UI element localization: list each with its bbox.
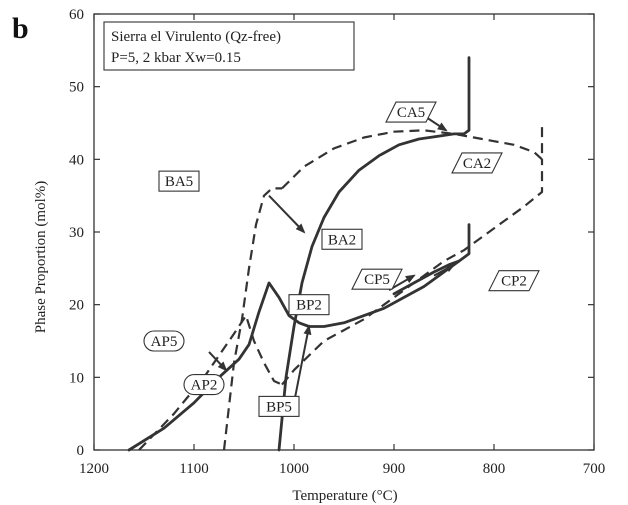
- y-tick-label: 50: [69, 80, 84, 96]
- arrow: [209, 352, 226, 370]
- label-text: AP5: [151, 334, 178, 350]
- y-tick-label: 20: [69, 298, 84, 314]
- arrows: [209, 116, 454, 403]
- y-tick-label: 60: [69, 7, 84, 23]
- label-text: CA5: [397, 105, 425, 121]
- y-axis-title: Phase Proportion (mol%): [33, 181, 49, 333]
- x-axis-title: Temperature (°C): [292, 488, 397, 504]
- series-ca5-line: [282, 123, 542, 188]
- series-cp2-line: [394, 261, 459, 294]
- label-text: BA5: [165, 174, 193, 190]
- series-ba2-line: [279, 58, 469, 450]
- y-tick-label: 30: [69, 225, 84, 241]
- curve-labels: CA5 CA2 BA5 BA2 CP5 CP2 BP2 AP5 AP2 BP5: [144, 102, 539, 416]
- label-text: CP5: [364, 272, 390, 288]
- x-tick-label: 800: [483, 461, 506, 477]
- label-ba2: BA2: [322, 229, 362, 249]
- label-bp5: BP5: [259, 396, 299, 416]
- label-cp2: CP2: [489, 271, 539, 291]
- label-bp2: BP2: [289, 295, 329, 315]
- panel-letter: b: [12, 12, 29, 45]
- label-text: BA2: [328, 232, 356, 248]
- label-ap5: AP5: [144, 331, 184, 351]
- y-tick-label: 10: [69, 370, 84, 386]
- label-text: BP5: [266, 399, 292, 415]
- arrow: [294, 326, 309, 402]
- y-tick-label: 0: [77, 443, 85, 459]
- label-text: BP2: [296, 298, 322, 314]
- label-text: AP2: [191, 378, 218, 394]
- x-tick-label: 1100: [179, 461, 208, 477]
- info-line-1: Sierra el Virulento (Qz-free): [111, 29, 281, 45]
- x-tick-label: 1200: [79, 461, 109, 477]
- label-text: CP2: [501, 274, 527, 290]
- label-ba5: BA5: [159, 171, 199, 191]
- x-tick-label: 700: [583, 461, 606, 477]
- info-line-2: P=5, 2 kbar Xw=0.15: [111, 50, 241, 66]
- arrow: [269, 196, 304, 232]
- info-box: Sierra el Virulento (Qz-free) P=5, 2 kba…: [104, 22, 354, 70]
- label-ap2: AP2: [184, 375, 224, 395]
- y-tick-label: 40: [69, 152, 84, 168]
- label-ca2: CA2: [452, 153, 502, 173]
- label-text: CA2: [463, 156, 491, 172]
- x-tick-label: 900: [383, 461, 406, 477]
- x-tick-label: 1000: [279, 461, 309, 477]
